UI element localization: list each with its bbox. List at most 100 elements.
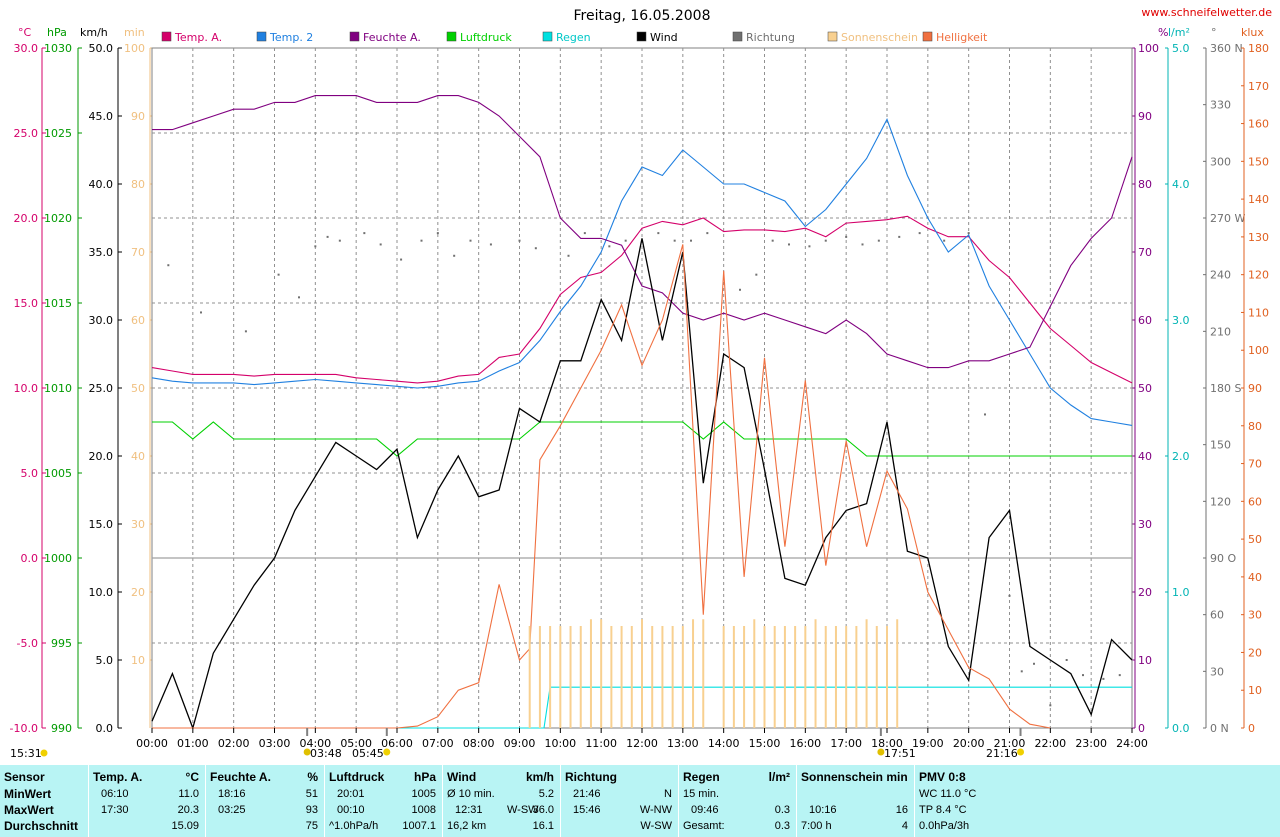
pressure-tick-label: 1020 — [44, 212, 72, 225]
pressure-header: Luftdruck — [329, 770, 385, 784]
rain-unit: l/m² — [768, 770, 790, 784]
pressure-avg-value: 1007.1 — [402, 820, 436, 832]
direction-point — [967, 232, 970, 235]
x-tick-label: 08:00 — [463, 737, 495, 750]
humidity-tick-label: 10 — [1138, 654, 1152, 667]
series-luftdruck — [152, 421, 1132, 457]
direction-point — [739, 288, 741, 291]
unit-humidity: % — [1158, 26, 1168, 39]
humidity-tick-label: 20 — [1138, 586, 1152, 599]
unit-brightness: klux — [1241, 26, 1264, 39]
direction-point — [808, 245, 811, 248]
direction-point — [1082, 674, 1084, 677]
wind-max-time: 12:31 — [455, 804, 483, 816]
humidity-tick-label: 100 — [1138, 42, 1159, 55]
current-time-sun-icon — [40, 749, 48, 757]
x-tick-label: 09:00 — [504, 737, 536, 750]
pressure-tick-label: 1025 — [44, 127, 72, 140]
direction-point — [363, 232, 366, 235]
rain-max-time: 09:46 — [691, 804, 719, 816]
weather-chart: Freitag, 16.05.2008 www.schneifelwetter.… — [10, 6, 1273, 760]
direction-max-value: W-NW — [639, 804, 672, 816]
pressure-tick-label: 1015 — [44, 297, 72, 310]
unit-direction: ° — [1211, 26, 1217, 39]
pmv-pressure-trend: 0.0hPa/3h — [919, 820, 970, 832]
x-tick-label: 21:00 — [994, 737, 1026, 750]
wind-avg10-label: Ø 10 min. — [447, 788, 495, 800]
brightness-tick-label: 150 — [1248, 155, 1269, 168]
wind-avg-value: 16.1 — [532, 820, 554, 832]
temp-min-time: 06:10 — [101, 788, 129, 800]
temp-tick-label: 30.0 — [14, 42, 39, 55]
humidity-max-value: 93 — [305, 804, 318, 816]
wind-tick-label: 50.0 — [89, 42, 114, 55]
direction-point — [690, 239, 692, 242]
direction-point — [420, 239, 423, 242]
unit-wind: km/h — [80, 26, 108, 39]
humidity-tick-label: 30 — [1138, 518, 1152, 531]
series-wind — [151, 238, 1133, 731]
legend-label: Regen — [556, 31, 591, 44]
stats-col-temp: Temp. A. °C 06:10 11.0 17:30 20.3 15.09 — [89, 765, 205, 837]
sun-max-value: 16 — [895, 804, 908, 816]
direction-point — [200, 311, 202, 314]
direction-tick-label: 300 — [1210, 155, 1231, 168]
watermark-url: www.schneifelwetter.de — [1141, 6, 1272, 19]
pressure-tick-label: 990 — [51, 722, 72, 735]
direction-point — [1049, 704, 1052, 707]
x-tick-label: 19:00 — [912, 737, 944, 750]
pressure-max-value: 1008 — [411, 804, 436, 816]
direction-tick-label: 60 — [1210, 609, 1224, 622]
brightness-tick-label: 90 — [1248, 382, 1262, 395]
direction-tick-label: 120 — [1210, 495, 1231, 508]
wind-tick-label: 5.0 — [96, 654, 114, 667]
rain-header: Regen — [683, 770, 720, 784]
x-tick-label: 10:00 — [544, 737, 576, 750]
brightness-tick-label: 20 — [1248, 646, 1262, 659]
rain-tick-label: 2.0 — [1172, 450, 1190, 463]
legend-label: Richtung — [746, 31, 795, 44]
temp-header: Temp. A. — [93, 770, 143, 784]
legend-swatch — [922, 31, 933, 42]
temp-max-time: 17:30 — [101, 804, 129, 816]
sun-total-hours: 7:00 h — [801, 820, 832, 832]
humidity-tick-label: 60 — [1138, 314, 1152, 327]
grid-lines — [152, 48, 1132, 728]
x-tick-label: 14:00 — [708, 737, 740, 750]
sun-tick-label: 90 — [131, 110, 145, 123]
humidity-tick-label: 0 — [1138, 722, 1145, 735]
wind-distance: 16,2 km — [447, 820, 487, 832]
maxwert-label: MaxWert — [4, 803, 54, 817]
temp-max-value: 20.3 — [177, 804, 199, 816]
humidity-avg-value: 75 — [305, 820, 318, 832]
sun-tick-label: 40 — [131, 450, 145, 463]
x-tick-label: 23:00 — [1075, 737, 1107, 750]
x-tick-label: 20:00 — [953, 737, 985, 750]
humidity-header: Feuchte A. — [210, 770, 271, 784]
wind-tick-label: 15.0 — [89, 518, 114, 531]
sun-tick-label: 100 — [124, 42, 145, 55]
temp-tick-label: 5.0 — [21, 467, 39, 480]
x-tick-label: 04:00 — [299, 737, 331, 750]
brightness-tick-label: 110 — [1248, 306, 1269, 319]
wind-tick-label: 10.0 — [89, 586, 114, 599]
pressure-tick-label: 1010 — [44, 382, 72, 395]
direction-tick-label: 330 — [1210, 99, 1231, 112]
direction-point — [877, 239, 880, 242]
direction-point — [845, 235, 848, 238]
legend-swatch — [349, 31, 360, 42]
direction-point — [400, 258, 403, 261]
direction-point — [277, 273, 280, 276]
legend-label: Wind — [650, 31, 678, 44]
temp-tick-label: 0.0 — [21, 552, 39, 565]
direction-point — [489, 243, 492, 246]
direction-point — [824, 239, 827, 242]
x-tick-label: 00:00 — [136, 737, 168, 750]
pressure-min-time: 20:01 — [337, 788, 365, 800]
chart-title: Freitag, 16.05.2008 — [574, 8, 711, 24]
direction-header: Richtung — [565, 770, 617, 784]
direction-tick-label: 240 — [1210, 269, 1231, 282]
humidity-min-value: 51 — [305, 788, 318, 800]
x-tick-label: 01:00 — [177, 737, 209, 750]
wind-tick-label: 45.0 — [89, 110, 114, 123]
